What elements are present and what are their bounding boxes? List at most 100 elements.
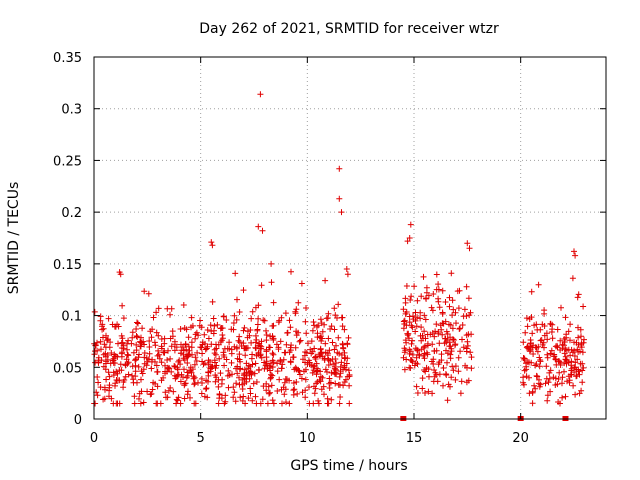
data-point bbox=[164, 357, 171, 363]
data-point bbox=[333, 360, 339, 366]
data-point bbox=[146, 350, 153, 357]
data-point bbox=[432, 369, 439, 376]
data-point bbox=[523, 315, 530, 322]
data-point bbox=[277, 358, 284, 365]
data-point bbox=[544, 336, 551, 343]
data-point bbox=[212, 378, 219, 385]
data-point bbox=[533, 372, 540, 379]
data-point bbox=[303, 330, 310, 337]
data-point bbox=[125, 337, 132, 344]
grid-lines bbox=[94, 57, 606, 419]
data-point bbox=[317, 316, 324, 323]
data-point bbox=[439, 320, 446, 327]
data-point bbox=[338, 359, 345, 366]
data-point bbox=[287, 359, 294, 366]
data-point bbox=[431, 333, 438, 340]
data-point bbox=[452, 376, 459, 383]
data-point bbox=[309, 369, 316, 376]
data-point bbox=[247, 390, 254, 397]
data-point bbox=[569, 275, 576, 282]
data-point bbox=[309, 348, 316, 355]
data-point bbox=[223, 356, 230, 363]
data-point bbox=[423, 349, 430, 356]
data-point bbox=[444, 359, 450, 366]
data-point bbox=[290, 354, 296, 361]
data-point bbox=[165, 387, 172, 394]
data-point bbox=[290, 387, 297, 394]
data-point bbox=[329, 339, 336, 346]
data-point bbox=[138, 376, 144, 383]
data-point bbox=[440, 382, 446, 389]
data-point bbox=[287, 324, 294, 331]
data-point bbox=[544, 392, 551, 399]
data-point bbox=[263, 358, 270, 365]
data-point bbox=[233, 380, 240, 387]
data-point bbox=[192, 335, 199, 342]
data-point bbox=[141, 288, 148, 295]
data-point bbox=[319, 328, 326, 335]
data-point bbox=[328, 396, 335, 403]
data-point bbox=[233, 345, 240, 352]
data-point bbox=[228, 359, 235, 366]
data-point bbox=[144, 388, 151, 395]
data-points bbox=[91, 91, 587, 421]
data-point bbox=[548, 347, 555, 354]
data-point bbox=[567, 337, 573, 344]
data-point bbox=[563, 331, 570, 338]
data-point bbox=[242, 352, 249, 359]
data-point bbox=[403, 339, 410, 346]
data-point bbox=[92, 359, 99, 366]
data-point bbox=[175, 394, 182, 401]
data-point bbox=[153, 309, 160, 316]
data-point bbox=[241, 324, 248, 331]
data-point bbox=[449, 297, 456, 304]
data-point bbox=[263, 332, 270, 338]
data-point bbox=[112, 380, 119, 387]
data-point bbox=[248, 315, 255, 322]
data-point bbox=[263, 387, 270, 394]
data-point bbox=[406, 313, 413, 320]
data-point bbox=[344, 271, 351, 278]
data-point bbox=[464, 338, 471, 345]
data-point bbox=[429, 330, 436, 336]
y-tick-label: 0.2 bbox=[61, 206, 82, 221]
data-point bbox=[325, 362, 332, 368]
data-point bbox=[567, 352, 574, 359]
data-point bbox=[403, 322, 410, 329]
data-point bbox=[97, 317, 104, 324]
data-point bbox=[120, 384, 127, 391]
data-point bbox=[335, 301, 342, 308]
data-point bbox=[314, 378, 321, 385]
data-point bbox=[465, 295, 472, 302]
data-point bbox=[138, 368, 145, 375]
data-point bbox=[263, 337, 270, 344]
data-point bbox=[545, 379, 552, 386]
data-point bbox=[98, 346, 104, 353]
data-point bbox=[562, 346, 569, 353]
data-point bbox=[466, 312, 473, 319]
data-point bbox=[133, 326, 140, 332]
data-point bbox=[296, 368, 303, 374]
data-point bbox=[218, 380, 225, 387]
data-point bbox=[523, 344, 530, 351]
data-point bbox=[146, 338, 153, 344]
data-point bbox=[559, 394, 566, 401]
data-point bbox=[266, 365, 273, 372]
data-point bbox=[156, 351, 162, 358]
data-point bbox=[171, 347, 178, 354]
x-tick-label: 5 bbox=[197, 431, 205, 446]
data-point bbox=[258, 282, 265, 289]
data-point bbox=[579, 349, 586, 356]
data-point bbox=[146, 344, 153, 350]
x-tick-label: 10 bbox=[299, 431, 316, 446]
data-point bbox=[452, 341, 459, 348]
data-point bbox=[445, 381, 452, 388]
data-point bbox=[251, 370, 258, 377]
data-point bbox=[220, 352, 227, 358]
data-point bbox=[172, 375, 179, 382]
data-point bbox=[335, 381, 342, 388]
data-point bbox=[567, 321, 574, 328]
data-point bbox=[331, 363, 338, 370]
data-point bbox=[118, 367, 125, 374]
data-point bbox=[136, 395, 142, 402]
